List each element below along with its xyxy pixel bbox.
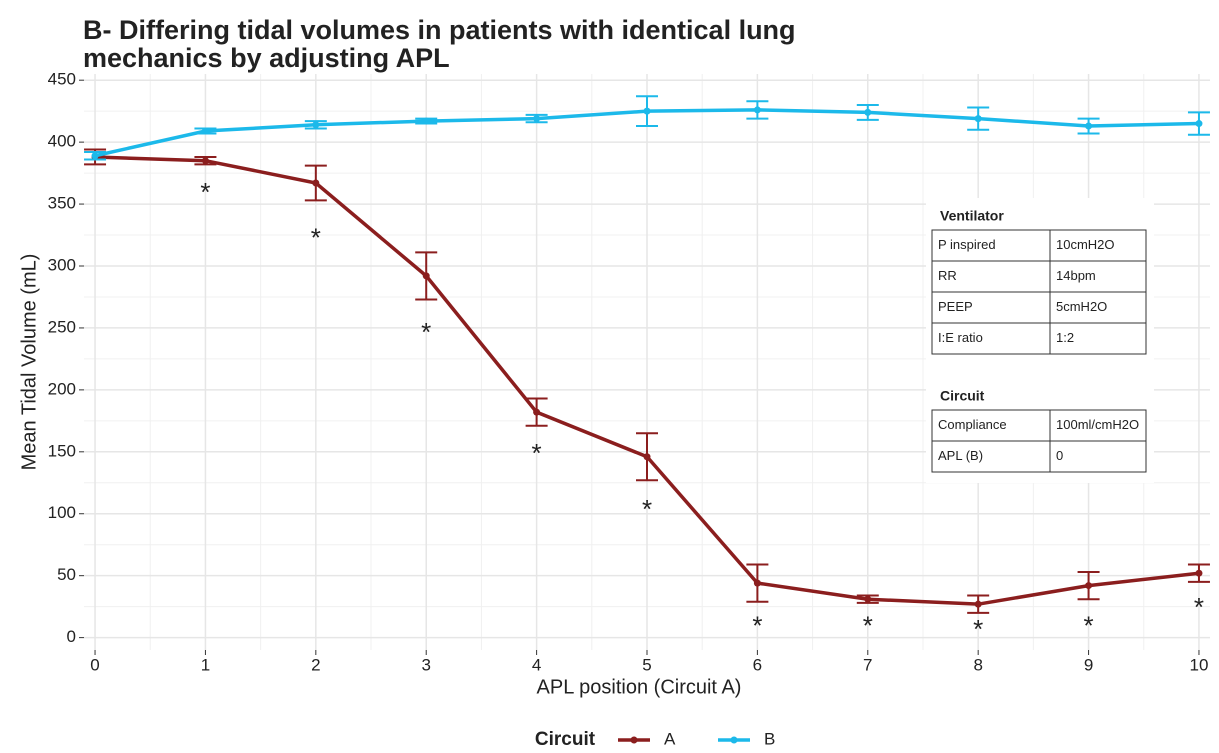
point xyxy=(1195,120,1203,128)
x-tick-label: 4 xyxy=(532,655,541,674)
point xyxy=(312,121,320,129)
legend-point xyxy=(630,736,638,744)
inset-cell-text: 100ml/cmH2O xyxy=(1056,417,1139,432)
point xyxy=(201,127,209,135)
annotation: * xyxy=(532,438,542,468)
annotation: * xyxy=(421,317,431,347)
inset-cell xyxy=(1049,440,1147,473)
legend-label: B xyxy=(764,729,775,748)
point xyxy=(533,115,541,123)
y-tick-label: 400 xyxy=(48,132,76,151)
inset-cell-text: I:E ratio xyxy=(938,330,983,345)
point xyxy=(422,117,430,125)
y-tick-label: 350 xyxy=(48,194,76,213)
point xyxy=(1085,122,1093,130)
annotation: * xyxy=(311,223,321,253)
chart-title: mechanics by adjusting APL xyxy=(83,43,450,73)
inset-cell-text: Compliance xyxy=(938,417,1007,432)
point xyxy=(91,152,99,160)
inset-cell-text: 0 xyxy=(1056,448,1063,463)
inset-cell xyxy=(1049,322,1147,355)
annotation: * xyxy=(863,610,873,640)
x-tick-label: 7 xyxy=(863,655,872,674)
x-tick-label: 1 xyxy=(201,655,210,674)
inset-cell-text: PEEP xyxy=(938,299,973,314)
point xyxy=(1195,569,1203,577)
y-tick-label: 250 xyxy=(48,317,76,336)
legend-point xyxy=(730,736,738,744)
annotation: * xyxy=(973,614,983,644)
y-tick-label: 0 xyxy=(67,627,76,646)
inset-cell-text: RR xyxy=(938,268,957,283)
point xyxy=(864,108,872,116)
y-axis-label: Mean Tidal Volume (mL) xyxy=(18,254,40,471)
y-tick-label: 50 xyxy=(57,565,76,584)
annotation: * xyxy=(1194,592,1204,622)
y-tick-label: 300 xyxy=(48,255,76,274)
annotation: * xyxy=(1084,610,1094,640)
x-axis-label: APL position (Circuit A) xyxy=(537,676,742,698)
y-tick-label: 200 xyxy=(48,379,76,398)
x-tick-label: 6 xyxy=(753,655,762,674)
x-tick-label: 9 xyxy=(1084,655,1093,674)
point xyxy=(422,272,430,280)
point xyxy=(643,453,651,461)
x-tick-label: 10 xyxy=(1189,655,1208,674)
annotation: * xyxy=(642,494,652,524)
point xyxy=(201,157,209,165)
point xyxy=(643,107,651,115)
y-tick-label: 450 xyxy=(48,70,76,89)
point xyxy=(533,408,541,416)
annotation: * xyxy=(200,177,210,207)
inset-background xyxy=(926,198,1154,483)
legend-title: Circuit xyxy=(535,729,596,750)
point xyxy=(753,579,761,587)
x-tick-label: 8 xyxy=(973,655,982,674)
inset-cell-text: P inspired xyxy=(938,237,996,252)
point xyxy=(974,600,982,608)
annotation: * xyxy=(752,610,762,640)
inset-title: Circuit xyxy=(940,388,985,404)
chart-title: B- Differing tidal volumes in patients w… xyxy=(83,15,796,45)
y-tick-label: 150 xyxy=(48,441,76,460)
point xyxy=(864,595,872,603)
point xyxy=(974,115,982,123)
x-tick-label: 5 xyxy=(642,655,651,674)
x-tick-label: 2 xyxy=(311,655,320,674)
point xyxy=(312,179,320,187)
legend-label: A xyxy=(664,729,676,748)
inset-cell-text: 5cmH2O xyxy=(1056,299,1107,314)
x-tick-label: 3 xyxy=(421,655,430,674)
inset-title: Ventilator xyxy=(940,208,1004,224)
inset-cell-text: APL (B) xyxy=(938,448,983,463)
x-tick-label: 0 xyxy=(90,655,99,674)
point xyxy=(753,106,761,114)
point xyxy=(1085,582,1093,590)
inset-cell-text: 14bpm xyxy=(1056,268,1096,283)
inset-cell-text: 1:2 xyxy=(1056,330,1074,345)
inset-cell-text: 10cmH2O xyxy=(1056,237,1115,252)
y-tick-label: 100 xyxy=(48,503,76,522)
